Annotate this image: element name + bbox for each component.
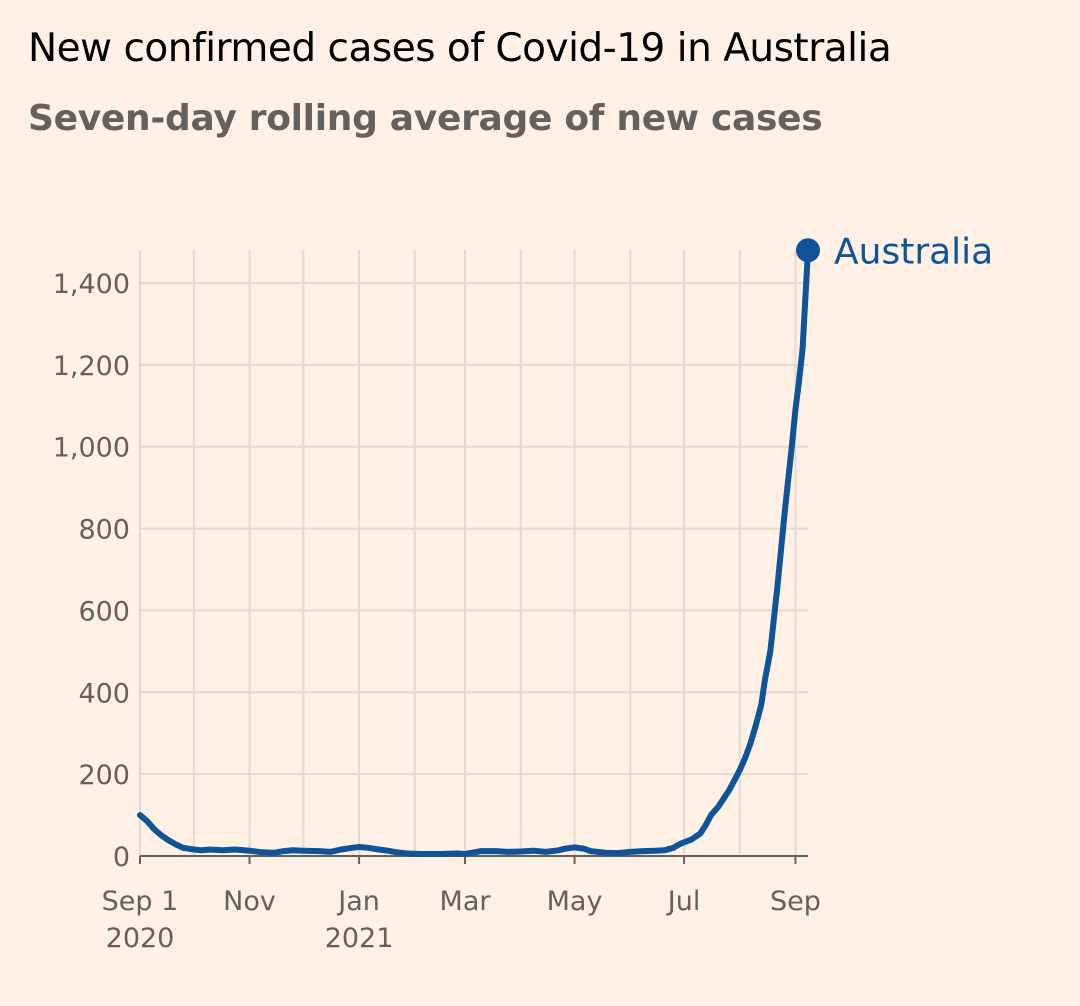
chart-subtitle: Seven-day rolling average of new cases (28, 98, 823, 139)
x-tick-label: Mar (440, 886, 492, 917)
axis-layer: 0 200 400 600 800 1,000 1,200 1,400 Sep 1 2020 Nov… (53, 269, 821, 954)
y-tick-label: 800 (78, 515, 130, 546)
chart-title: New confirmed cases of Covid-19 in Austr… (28, 26, 892, 71)
x-tick-label: Jan (336, 886, 380, 917)
y-tick-label: 1,200 (53, 351, 130, 382)
x-tick-label: Jul (666, 886, 701, 917)
x-tick-year-label: 2021 (325, 923, 394, 954)
x-tick-label: May (547, 886, 603, 917)
y-tick-label: 1,400 (53, 269, 130, 300)
x-tick-label: Sep 1 (102, 886, 179, 917)
y-tick-label: 400 (78, 678, 130, 709)
series-end-marker (796, 238, 820, 263)
y-tick-label: 0 (113, 842, 130, 873)
series-layer (137, 247, 811, 857)
grid-layer (139, 250, 808, 856)
y-tick-label: 600 (78, 596, 130, 627)
x-tick-year-label: 2020 (106, 923, 175, 954)
x-tick-label: Sep (770, 886, 821, 917)
y-tick-label: 1,000 (53, 433, 130, 464)
x-tick-label: Nov (223, 886, 276, 917)
series-label: Australia (834, 231, 993, 272)
series-line-australia (137, 247, 811, 857)
y-tick-label: 200 (78, 760, 130, 791)
legend-layer: Australia (796, 231, 993, 272)
